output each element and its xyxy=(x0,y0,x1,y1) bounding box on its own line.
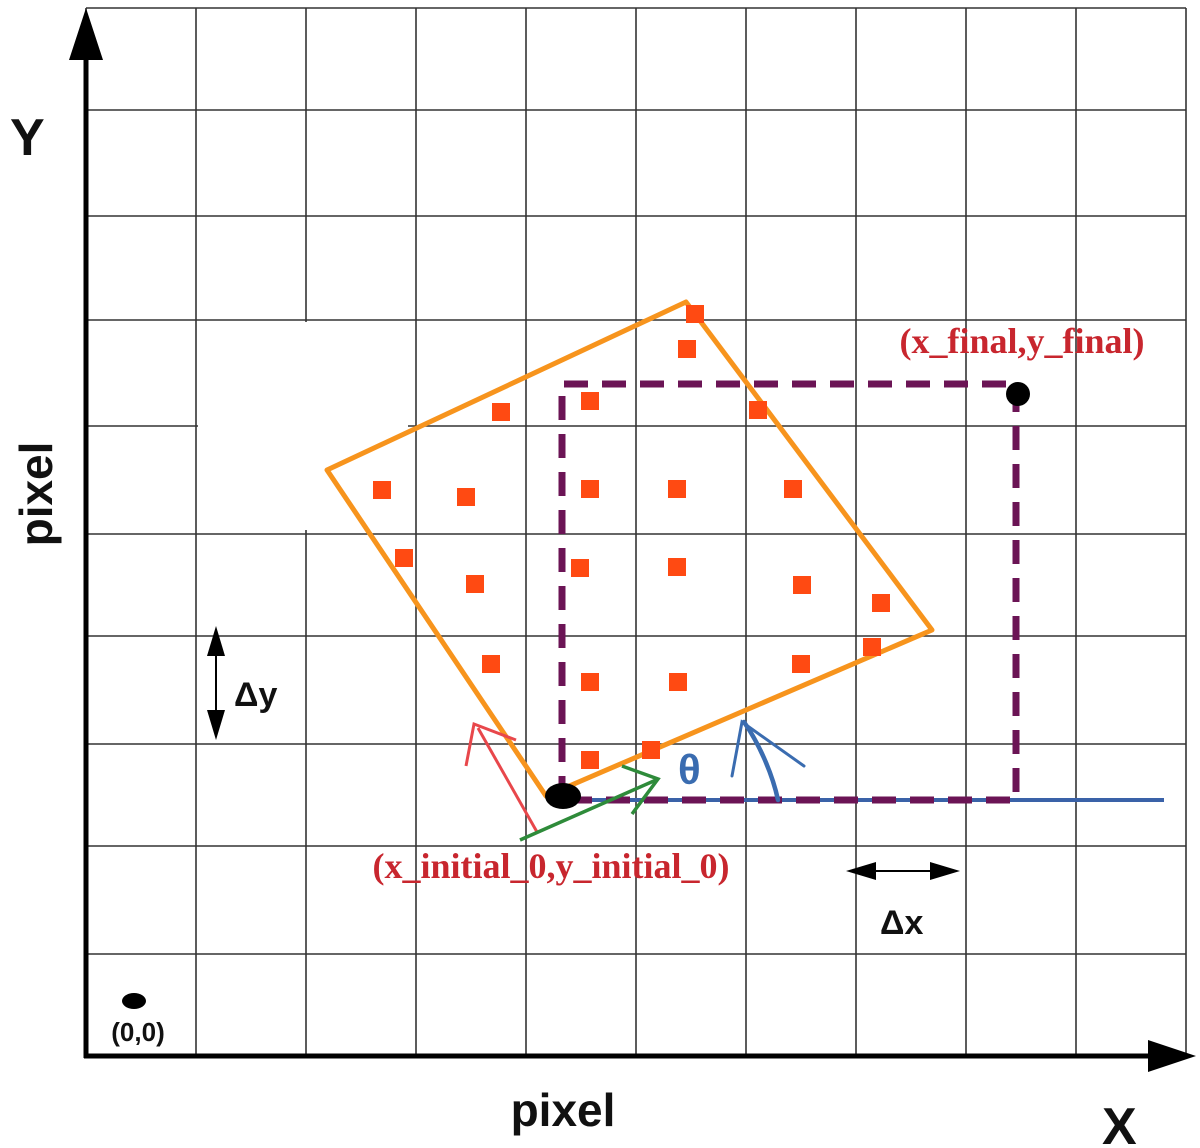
delta-x-left-arrowhead-icon xyxy=(846,862,876,880)
pixel-marker xyxy=(678,340,696,358)
y-axis-unit-label: pixel xyxy=(10,442,62,547)
initial-square-dashed xyxy=(558,380,1020,804)
delta-y-down-arrowhead-icon xyxy=(207,710,225,740)
pixel-marker xyxy=(863,638,881,656)
delta-x-indicator xyxy=(846,862,960,880)
x-axis-letter: X xyxy=(1102,1098,1137,1148)
final-point xyxy=(1006,382,1030,406)
delta-x-label: Δx xyxy=(880,904,923,942)
pixel-marker xyxy=(784,480,802,498)
pixel-marker xyxy=(373,481,391,499)
x-axis-unit-label: pixel xyxy=(511,1084,616,1136)
pixel-marker xyxy=(581,392,599,410)
green-vector-arrowhead-icon xyxy=(621,764,661,816)
pixel-marker xyxy=(581,751,599,769)
red-vector-arrowhead-icon xyxy=(464,721,517,767)
y-axis xyxy=(69,8,103,1058)
pixel-marker xyxy=(642,741,660,759)
theta-angle-arc xyxy=(730,719,806,803)
origin-point xyxy=(122,993,146,1009)
pixel-marker xyxy=(793,576,811,594)
theta-label: θ xyxy=(678,746,701,793)
origin-label: (0,0) xyxy=(111,1017,164,1047)
final-point-label: (x_final,y_final) xyxy=(899,321,1144,361)
x-axis xyxy=(84,1040,1196,1072)
pixel-marker xyxy=(581,673,599,691)
pixel-marker xyxy=(466,575,484,593)
x-axis-arrowhead-icon xyxy=(1148,1040,1196,1072)
pixel-marker xyxy=(686,305,704,323)
pixel-marker xyxy=(872,594,890,612)
green-vector xyxy=(519,764,661,842)
delta-y-up-arrowhead-icon xyxy=(207,626,225,656)
pixel-marker xyxy=(749,401,767,419)
pixel-marker xyxy=(457,488,475,506)
pixel-marker xyxy=(669,673,687,691)
pixel-markers xyxy=(373,305,890,769)
delta-y-indicator xyxy=(207,626,225,740)
pixel-marker xyxy=(792,655,810,673)
pixel-grid xyxy=(85,7,1187,1057)
y-axis-arrowhead-icon xyxy=(69,8,103,60)
y-axis-letter: Y xyxy=(10,109,45,167)
delta-x-right-arrowhead-icon xyxy=(930,862,960,880)
rotated-square xyxy=(324,299,935,799)
red-vector xyxy=(464,721,539,833)
pixel-marker xyxy=(492,403,510,421)
delta-y-label: Δy xyxy=(234,676,277,714)
pixel-marker xyxy=(581,480,599,498)
pixel-marker xyxy=(668,558,686,576)
initial-point xyxy=(545,783,581,809)
pixel-marker xyxy=(395,549,413,567)
pixel-marker xyxy=(571,559,589,577)
initial-point-label: (x_initial_0,y_initial_0) xyxy=(372,846,729,886)
theta-arc-arrowhead-icon xyxy=(730,719,806,778)
pixel-marker xyxy=(482,655,500,673)
pixel-marker xyxy=(668,480,686,498)
